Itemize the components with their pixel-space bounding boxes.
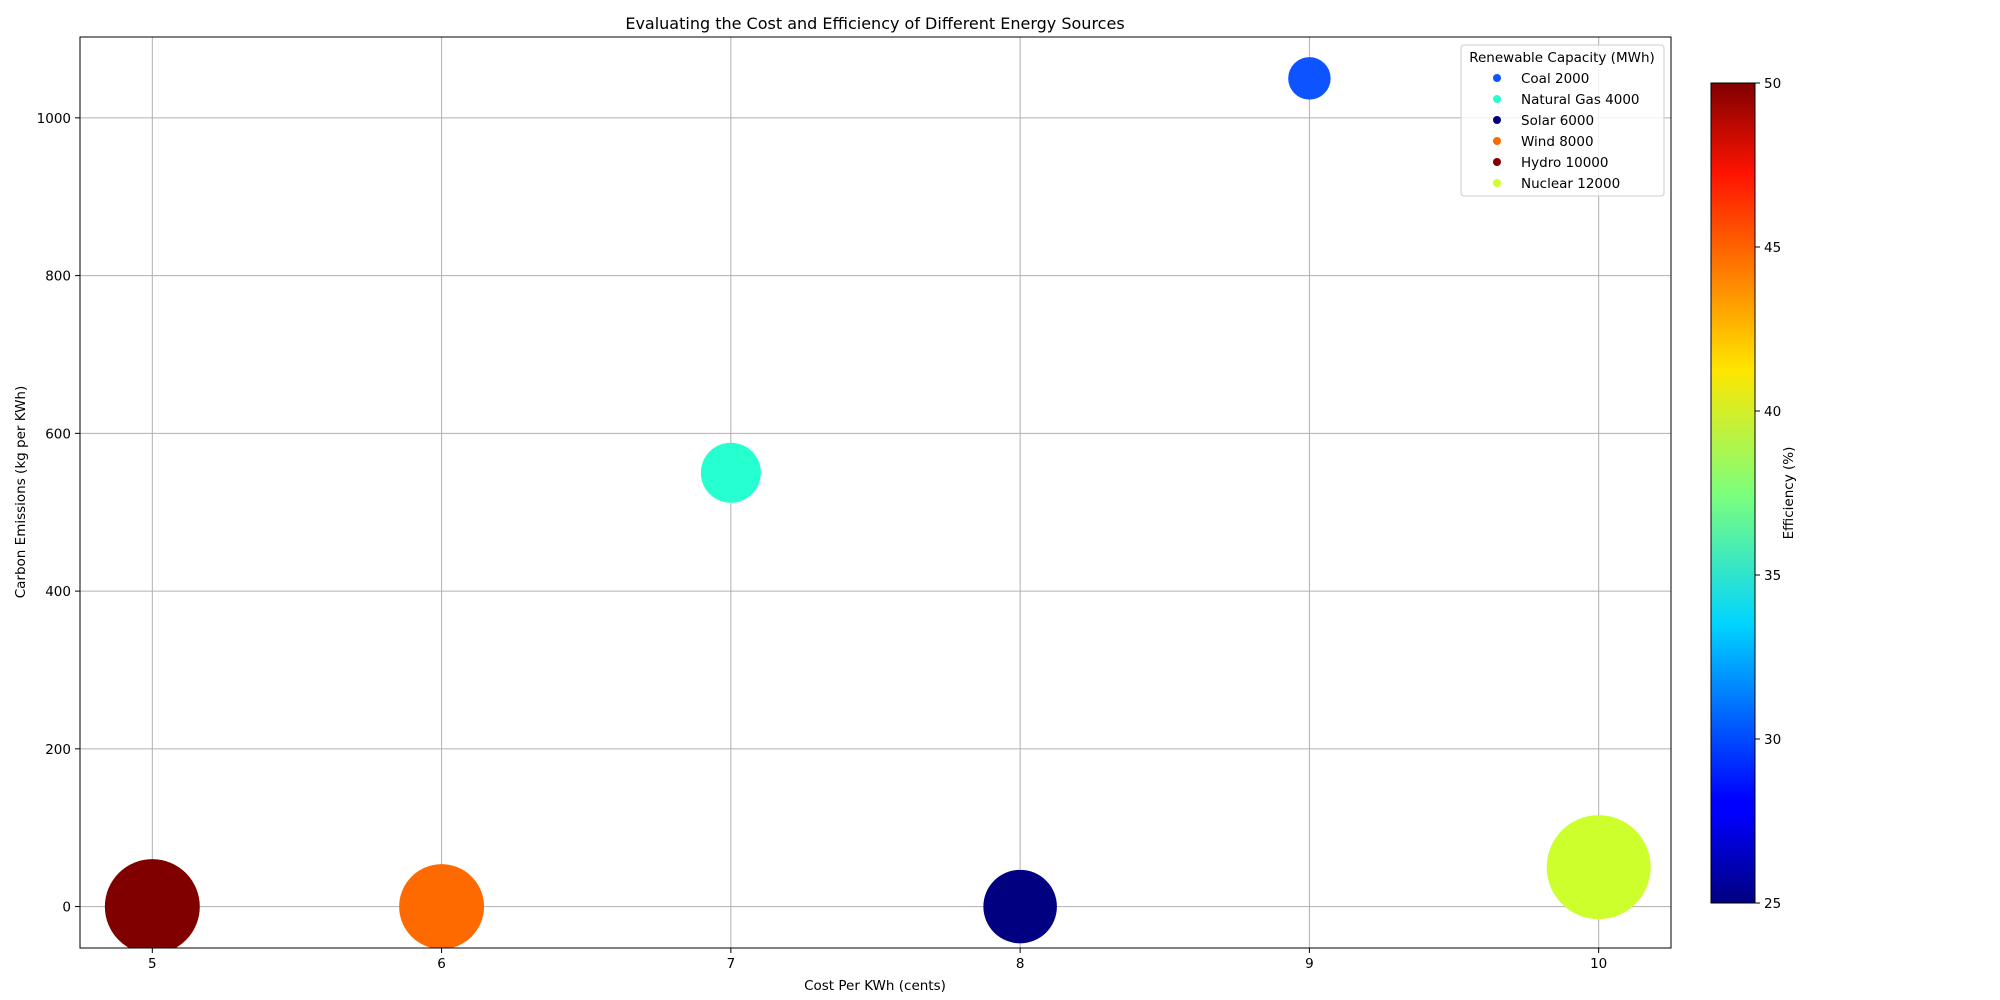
colorbar-tick-label: 50 <box>1764 76 1781 92</box>
data-point <box>1546 815 1651 920</box>
colorbar-ticks: 25 30 35 40 45 50 <box>1755 76 1781 912</box>
legend-marker <box>1493 74 1501 82</box>
legend-marker <box>1493 158 1501 166</box>
data-points <box>104 57 1651 948</box>
y-tick-label: 600 <box>45 426 71 442</box>
x-axis-label: Cost Per KWh (cents) <box>804 978 946 994</box>
legend-marker <box>1493 179 1501 187</box>
x-axis-ticks: 5 6 7 8 9 10 <box>148 948 1607 972</box>
y-tick-label: 400 <box>45 584 71 600</box>
y-tick-label: 200 <box>45 742 71 758</box>
grid-lines <box>80 37 1671 948</box>
legend: Renewable Capacity (MWh) Coal 2000 Natura… <box>1460 44 1665 197</box>
legend-label: Solar 6000 <box>1521 113 1594 129</box>
x-tick-label: 7 <box>727 956 736 972</box>
x-tick-label: 6 <box>437 956 446 972</box>
x-tick-label: 9 <box>1305 956 1314 972</box>
legend-marker <box>1493 95 1501 103</box>
data-point <box>1288 57 1331 100</box>
legend-marker <box>1493 116 1501 124</box>
y-tick-label: 800 <box>45 269 71 285</box>
data-point <box>983 869 1057 944</box>
plot-area-frame <box>79 36 1672 949</box>
colorbar-tick-label: 30 <box>1764 732 1781 748</box>
colorbar: 25 30 35 40 45 50 Efficiency (%) <box>1710 76 1797 912</box>
chart-title: Evaluating the Cost and Efficiency of Di… <box>625 14 1124 33</box>
x-tick-label: 10 <box>1590 956 1607 972</box>
colorbar-tick-label: 40 <box>1764 404 1781 420</box>
y-tick-label: 1000 <box>37 111 71 127</box>
colorbar-tick-label: 25 <box>1764 896 1781 912</box>
y-tick-label: 0 <box>62 900 71 916</box>
legend-entries: Coal 2000 Natural Gas 4000 Solar 6000 Wind … <box>1493 71 1640 192</box>
data-point <box>399 864 485 948</box>
y-axis-ticks: 0 200 400 600 800 1000 <box>37 111 80 916</box>
y-axis-label: Carbon Emissions (kg per KWh) <box>13 386 29 599</box>
legend-label: Coal 2000 <box>1521 71 1589 87</box>
x-tick-label: 8 <box>1016 956 1025 972</box>
legend-label: Hydro 10000 <box>1521 155 1608 171</box>
data-point <box>700 442 761 503</box>
legend-box <box>1460 44 1665 197</box>
colorbar-gradient <box>1710 82 1756 904</box>
legend-label: Wind 8000 <box>1521 134 1594 150</box>
legend-label: Nuclear 12000 <box>1521 176 1620 192</box>
colorbar-tick-label: 35 <box>1764 568 1781 584</box>
colorbar-tick-label: 45 <box>1764 240 1781 256</box>
data-point <box>104 859 200 948</box>
colorbar-label: Efficiency (%) <box>1781 447 1797 540</box>
legend-label: Natural Gas 4000 <box>1521 92 1640 108</box>
x-tick-label: 5 <box>148 956 157 972</box>
legend-title: Renewable Capacity (MWh) <box>1469 50 1655 66</box>
legend-marker <box>1493 137 1501 145</box>
